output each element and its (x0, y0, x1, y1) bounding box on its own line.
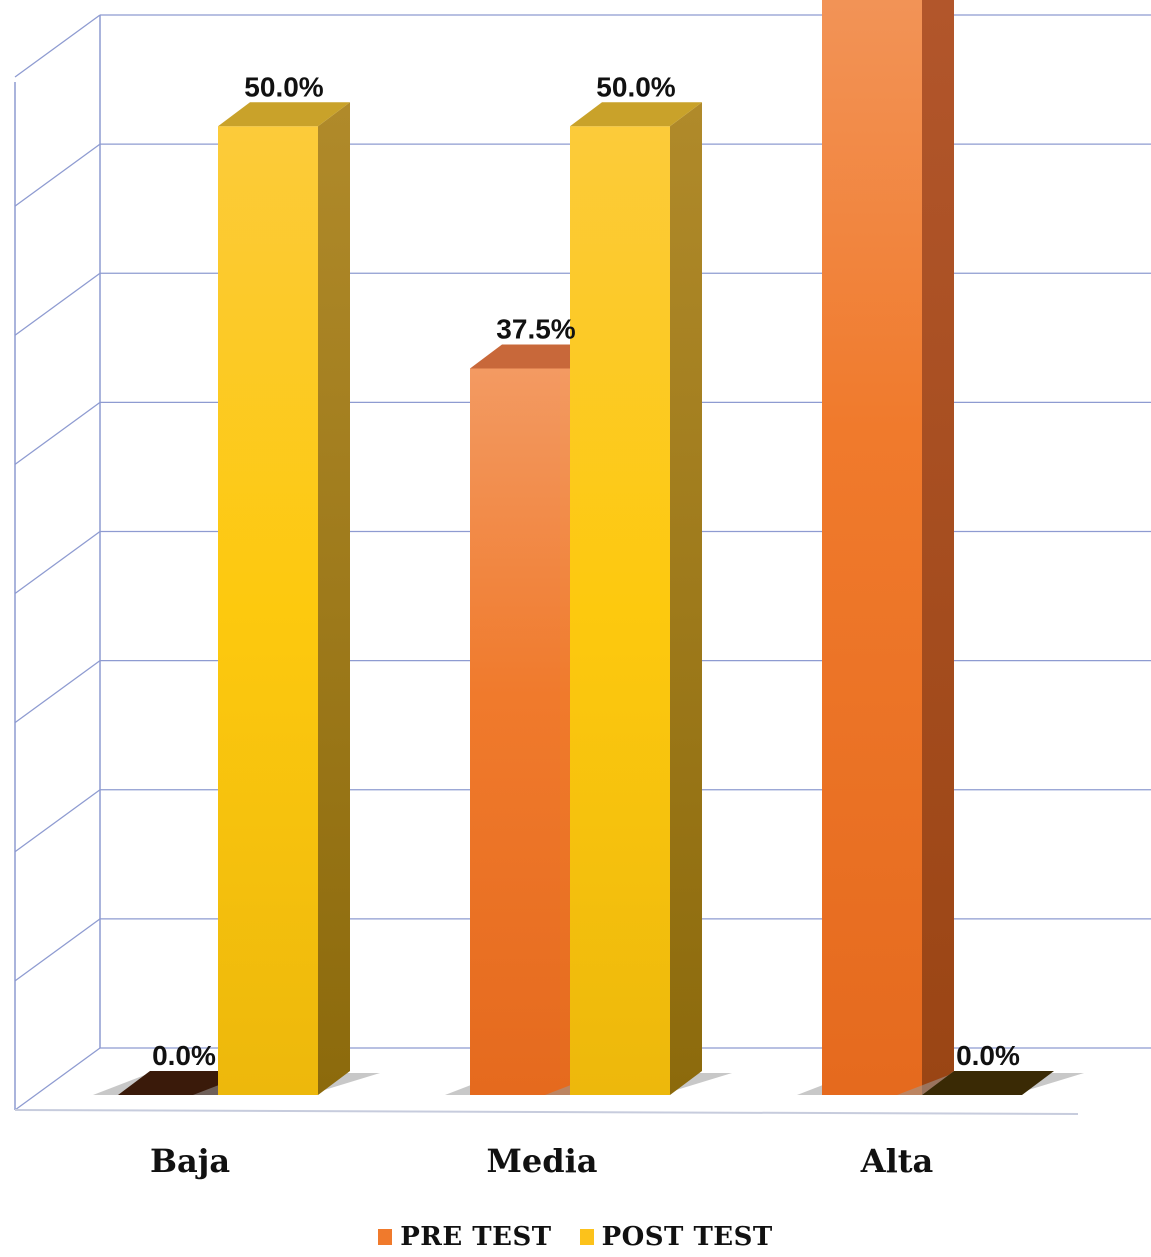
side-gridline (14, 1047, 101, 1111)
chart-labels: 0.0%50.0%37.5%50.0%62.5%0.0%BajaMediaAlt… (150, 71, 1020, 1180)
side-gridline (14, 789, 101, 853)
bar-side (318, 102, 350, 1095)
category-label: Baja (150, 1142, 230, 1180)
side-gridline (14, 660, 101, 724)
data-label: 50.0% (596, 71, 675, 102)
legend-swatch-post-test (579, 1229, 594, 1245)
side-gridline (14, 143, 101, 207)
legend-item-post-test: POST TEST (579, 1222, 773, 1252)
category-label: Alta (860, 1142, 934, 1180)
bar (218, 126, 318, 1095)
side-gridline (14, 530, 101, 595)
bar-zero (922, 1071, 1054, 1095)
data-label: 50.0% (244, 71, 323, 102)
category-label: Media (486, 1142, 597, 1180)
bar-side (670, 102, 702, 1095)
side-gridline (14, 14, 101, 78)
side-gridline (14, 401, 101, 465)
bar-top (570, 102, 702, 127)
legend: PRE TEST POST TEST (0, 1222, 1151, 1252)
legend-label-post-test: POST TEST (601, 1222, 773, 1252)
side-gridline (14, 918, 101, 982)
bar-top (470, 344, 602, 369)
data-label: 0.0% (152, 1040, 216, 1071)
side-gridline (14, 272, 101, 336)
data-label: 37.5% (496, 313, 575, 344)
bar (822, 0, 922, 1095)
legend-label-pre-test: PRE TEST (400, 1222, 552, 1252)
chart-bars (93, 0, 1084, 1095)
legend-swatch-pre-test (378, 1229, 393, 1245)
floor-front-edge (14, 1109, 1079, 1115)
bar-side (922, 0, 954, 1095)
bar (470, 368, 570, 1095)
data-label: 0.0% (956, 1040, 1020, 1071)
legend-item-pre-test: PRE TEST (378, 1222, 551, 1252)
bar-top (218, 102, 350, 127)
bar (570, 126, 670, 1095)
